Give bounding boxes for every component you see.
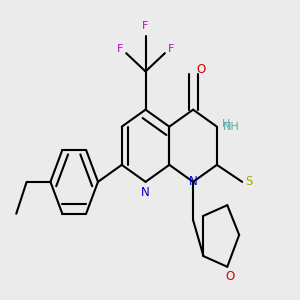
Text: F: F	[117, 44, 123, 54]
Text: N: N	[141, 186, 150, 199]
Text: N: N	[189, 175, 197, 188]
Text: H: H	[222, 119, 231, 129]
Text: F: F	[168, 44, 174, 54]
Text: O: O	[226, 270, 235, 283]
Text: NH: NH	[223, 122, 240, 132]
Text: S: S	[245, 175, 253, 188]
Text: F: F	[142, 21, 149, 31]
Text: O: O	[196, 63, 205, 76]
